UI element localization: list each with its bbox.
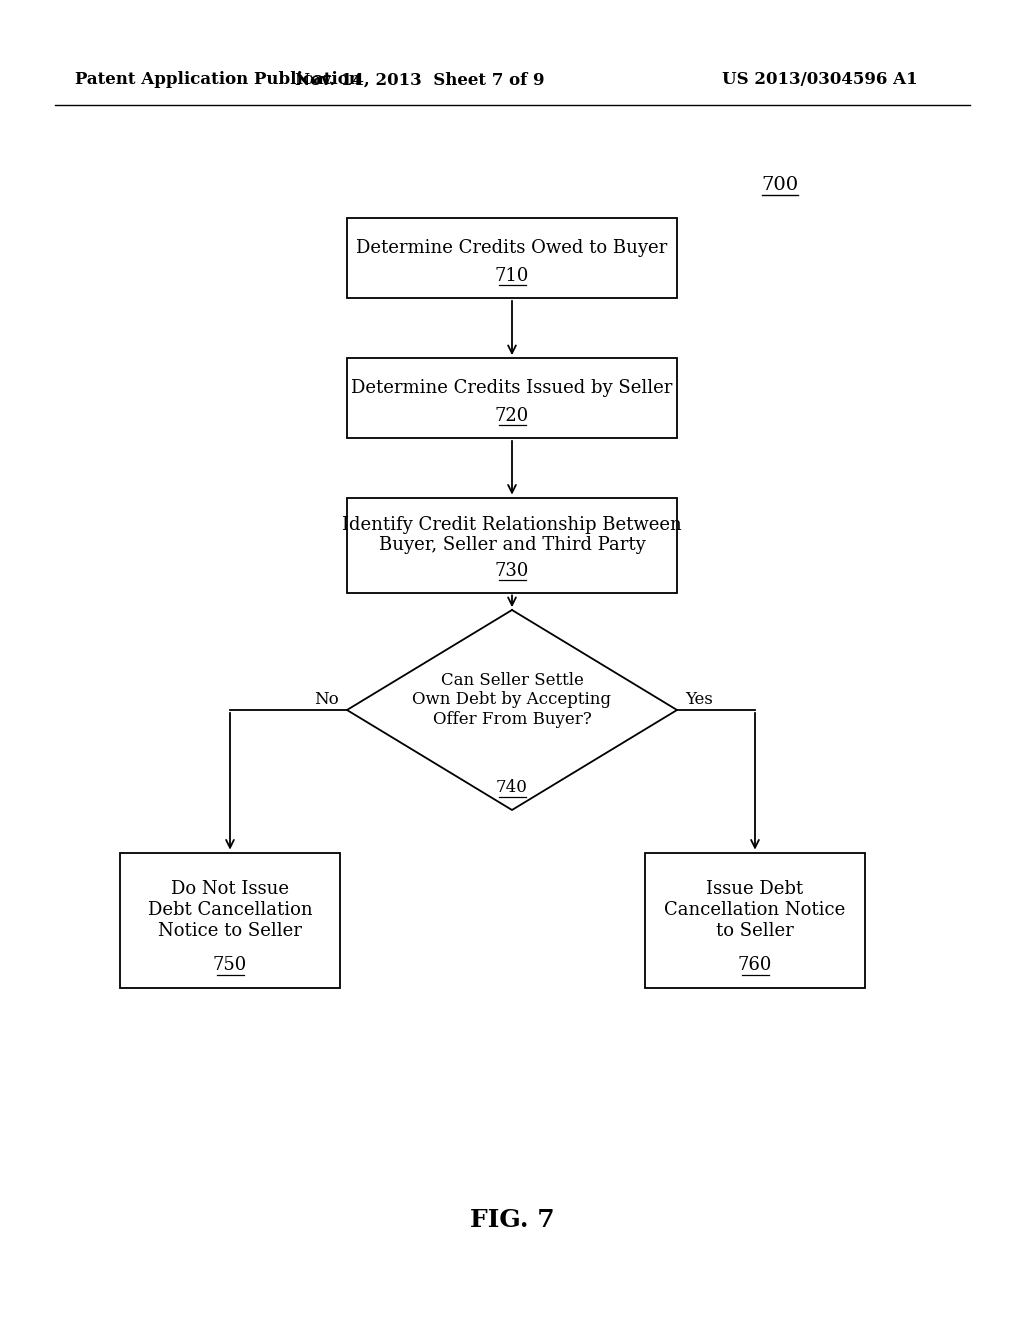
Text: Can Seller Settle
Own Debt by Accepting
Offer From Buyer?: Can Seller Settle Own Debt by Accepting … bbox=[413, 672, 611, 729]
Text: Do Not Issue
Debt Cancellation
Notice to Seller: Do Not Issue Debt Cancellation Notice to… bbox=[147, 880, 312, 940]
Text: 730: 730 bbox=[495, 561, 529, 579]
Bar bbox=[347, 498, 677, 593]
Text: Nov. 14, 2013  Sheet 7 of 9: Nov. 14, 2013 Sheet 7 of 9 bbox=[295, 71, 545, 88]
Text: Identify Credit Relationship Between
Buyer, Seller and Third Party: Identify Credit Relationship Between Buy… bbox=[342, 516, 682, 554]
Text: Patent Application Publication: Patent Application Publication bbox=[75, 71, 360, 88]
Text: 720: 720 bbox=[495, 407, 529, 425]
Text: Determine Credits Issued by Seller: Determine Credits Issued by Seller bbox=[351, 379, 673, 397]
Text: 710: 710 bbox=[495, 267, 529, 285]
Text: Issue Debt
Cancellation Notice
to Seller: Issue Debt Cancellation Notice to Seller bbox=[665, 880, 846, 940]
Bar bbox=[347, 218, 677, 298]
Text: Determine Credits Owed to Buyer: Determine Credits Owed to Buyer bbox=[356, 239, 668, 257]
Text: US 2013/0304596 A1: US 2013/0304596 A1 bbox=[722, 71, 918, 88]
Bar bbox=[347, 358, 677, 438]
Text: 740: 740 bbox=[496, 780, 528, 796]
Text: Yes: Yes bbox=[685, 692, 713, 709]
Text: 750: 750 bbox=[213, 957, 247, 974]
Text: 700: 700 bbox=[762, 176, 799, 194]
Bar bbox=[645, 853, 865, 987]
Text: 760: 760 bbox=[738, 957, 772, 974]
Text: FIG. 7: FIG. 7 bbox=[470, 1208, 554, 1232]
Bar bbox=[120, 853, 340, 987]
Text: No: No bbox=[314, 692, 339, 709]
